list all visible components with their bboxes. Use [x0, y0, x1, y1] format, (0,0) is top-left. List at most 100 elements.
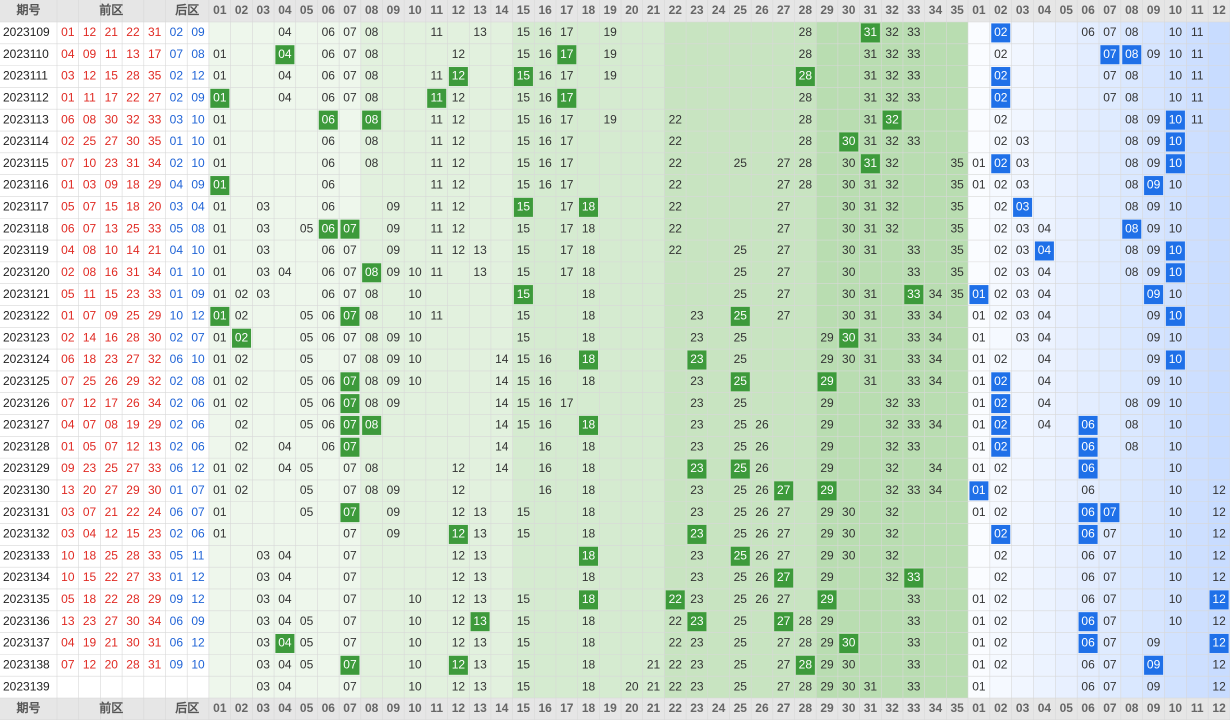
back-trend: 02 [994, 592, 1008, 606]
back-trend: 11 [1191, 69, 1204, 83]
back-trend: 01 [972, 614, 986, 628]
front-trend: 15 [517, 330, 531, 344]
front-hit-bg [817, 481, 837, 501]
front-trend: 01 [213, 396, 227, 410]
front-trend: 12 [452, 221, 466, 235]
front-trend: 10 [408, 352, 422, 366]
front-trend: 33 [907, 330, 921, 344]
front-trend: 18 [582, 483, 596, 497]
front-trend: 32 [885, 156, 899, 170]
back-trend: 10 [1169, 548, 1183, 562]
front-trend: 27 [777, 636, 791, 650]
front-trend: 26 [755, 461, 769, 475]
front-column-bg [404, 22, 427, 698]
front-hit-bg [340, 437, 360, 457]
front-trend: 32 [885, 221, 899, 235]
front-trend: 10 [408, 636, 422, 650]
front-column-label: 30 [842, 701, 856, 715]
front-hit: 15 [517, 287, 531, 301]
front-trend: 06 [322, 134, 336, 148]
back-trend: 10 [1169, 439, 1183, 453]
issue: 2023135 [3, 592, 50, 606]
front-hit-bg [513, 67, 533, 87]
front-column-label: 17 [560, 3, 574, 17]
front-draw: 07 [105, 439, 119, 453]
front-hit: 33 [907, 570, 921, 584]
front-column-bg [794, 22, 817, 698]
front-trend: 12 [452, 178, 466, 192]
front-trend: 22 [669, 614, 683, 628]
front-trend: 30 [842, 505, 856, 519]
front-hit-bg [730, 459, 750, 479]
back-trend: 10 [1169, 374, 1183, 388]
front-trend: 09 [387, 243, 401, 257]
front-trend: 11 [430, 200, 443, 214]
back-hit-bg [1078, 459, 1098, 479]
front-trend: 22 [669, 156, 683, 170]
front-hit: 32 [885, 112, 899, 126]
front-column-label: 35 [950, 701, 964, 715]
front-hit: 07 [343, 418, 357, 432]
front-trend: 17 [560, 69, 574, 83]
back-trend: 07 [1103, 570, 1117, 584]
front-column-label: 29 [820, 3, 834, 17]
back-draw: 12 [191, 592, 205, 606]
front-draw: 07 [83, 221, 97, 235]
front-column-label: 10 [408, 701, 422, 715]
front-trend: 31 [864, 243, 878, 257]
front-draw: 17 [105, 90, 119, 104]
front-draw: 32 [148, 352, 162, 366]
back-draw: 02 [170, 374, 184, 388]
front-draw: 27 [148, 90, 162, 104]
back-trend: 02 [994, 657, 1008, 671]
front-trend: 01 [213, 374, 227, 388]
front-draw: 03 [61, 505, 75, 519]
front-draw: 21 [105, 25, 119, 39]
front-draw: 10 [61, 570, 75, 584]
issue: 2023139 [3, 679, 50, 693]
front-column-label: 03 [257, 3, 271, 17]
front-draw: 29 [148, 178, 162, 192]
front-trend: 32 [885, 461, 899, 475]
back-trend: 08 [1125, 112, 1139, 126]
front-trend: 27 [777, 657, 791, 671]
front-trend: 15 [517, 614, 531, 628]
front-hit-bg [340, 655, 360, 675]
front-draw: 29 [148, 592, 162, 606]
front-trend: 16 [538, 90, 552, 104]
front-trend: 25 [734, 330, 748, 344]
front-column-label: 20 [625, 701, 639, 715]
back-draw: 12 [191, 69, 205, 83]
back-hit-bg [1100, 503, 1120, 523]
front-draw: 09 [83, 47, 97, 61]
front-trend: 05 [300, 636, 314, 650]
back-hit-bg [969, 481, 989, 501]
issue: 2023112 [3, 90, 49, 104]
front-hit: 30 [842, 330, 856, 344]
front-draw: 22 [105, 570, 119, 584]
front-trend: 16 [538, 178, 552, 192]
front-draw: 05 [83, 439, 97, 453]
front-trend: 01 [213, 461, 227, 475]
front-hit-bg [730, 372, 750, 392]
front-trend: 28 [799, 47, 813, 61]
front-draw: 27 [105, 134, 119, 148]
front-draw: 12 [105, 527, 119, 541]
back-trend: 06 [1081, 483, 1095, 497]
front-column-label: 04 [278, 701, 292, 715]
front-hit-bg [427, 88, 447, 108]
back-draw: 10 [191, 352, 205, 366]
front-trend: 17 [560, 178, 574, 192]
back-hit: 10 [1169, 243, 1183, 257]
front-draw: 34 [148, 396, 162, 410]
front-trend: 12 [452, 112, 466, 126]
front-trend: 06 [322, 25, 336, 39]
front-trend: 25 [734, 265, 748, 279]
front-trend: 25 [734, 243, 748, 257]
front-trend: 04 [278, 69, 292, 83]
issue: 2023113 [3, 112, 49, 126]
front-trend: 29 [820, 570, 834, 584]
back-hit-bg [991, 88, 1011, 108]
back-draw: 06 [191, 527, 205, 541]
front-column-label: 01 [213, 3, 227, 17]
